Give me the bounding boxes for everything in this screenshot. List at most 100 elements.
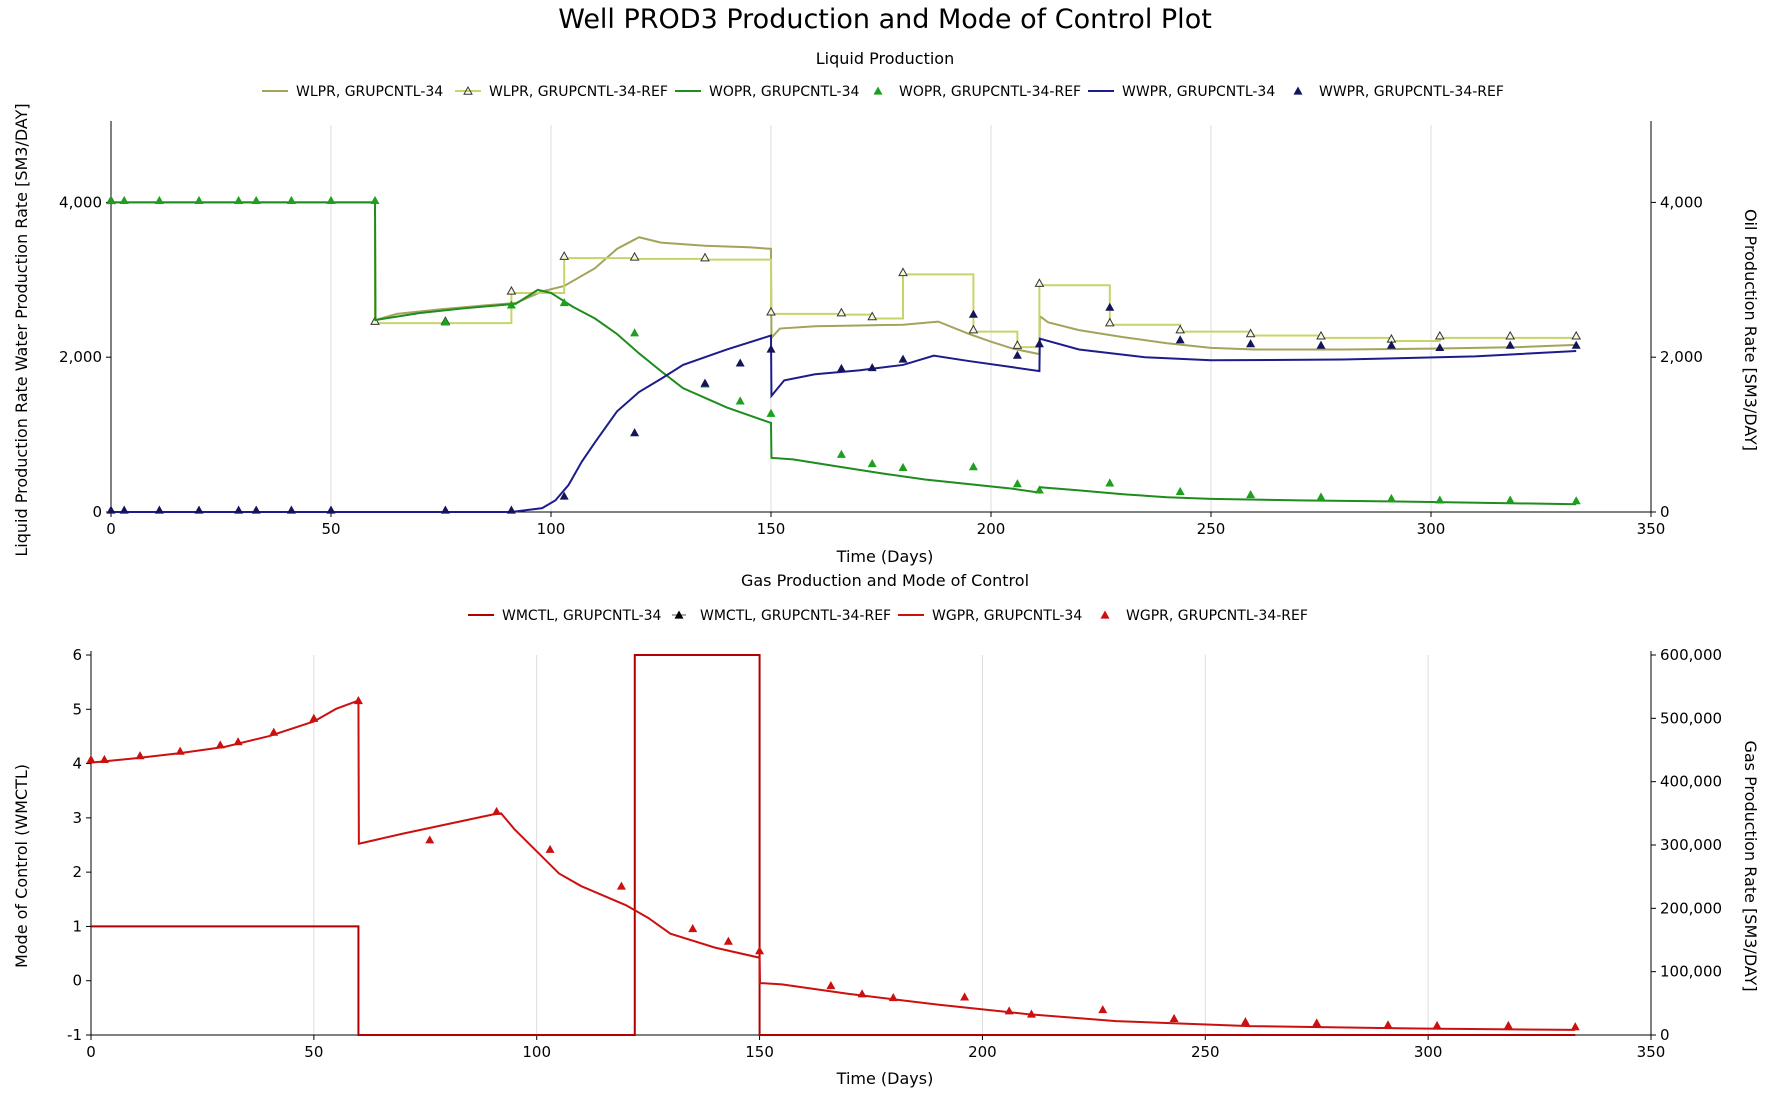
series-marker: [233, 737, 243, 746]
series-marker: [440, 317, 450, 326]
series-marker: [630, 428, 640, 437]
figure-title: Well PROD3 Production and Mode of Contro…: [558, 4, 1212, 35]
y2-tick-label: 0: [1660, 1026, 1670, 1044]
legend-label: WGPR, GRUPCNTL-34: [932, 608, 1082, 624]
series-marker: [1104, 317, 1115, 327]
series-marker: [135, 751, 145, 760]
y-tick-label: 0: [72, 972, 82, 990]
series-marker: [1012, 350, 1022, 359]
series-marker: [492, 806, 502, 815]
series-marker: [1026, 1009, 1036, 1018]
series-marker: [1098, 1005, 1108, 1014]
series-marker: [616, 881, 626, 890]
panel-title-gas: Gas Production and Mode of Control: [741, 571, 1029, 590]
series-marker: [867, 459, 877, 468]
series-marker: [1034, 278, 1045, 287]
series-marker: [1505, 495, 1515, 504]
series-marker: [559, 491, 569, 500]
series-marker: [251, 505, 261, 514]
series-marker: [99, 754, 109, 763]
legend-entry: WLPR, GRUPCNTL-34-REF: [455, 84, 668, 100]
series-marker: [1434, 330, 1445, 340]
series-marker: [960, 992, 970, 1001]
legend-label: WOPR, GRUPCNTL-34-REF: [899, 84, 1081, 100]
series-marker: [898, 462, 908, 472]
series-marker: [106, 505, 116, 514]
series-marker: [353, 696, 363, 705]
series-marker: [1169, 1013, 1179, 1023]
series-line: [90, 699, 1576, 1031]
legend-label: WMCTL, GRUPCNTL-34-REF: [700, 608, 891, 624]
series-marker: [766, 306, 776, 316]
legend-label: WGPR, GRUPCNTL-34-REF: [1126, 608, 1308, 624]
series-marker: [1383, 1020, 1393, 1029]
series-marker: [545, 844, 555, 853]
y2-axis-label-gas: Gas Production Rate [SM3/DAY]: [1741, 740, 1760, 991]
series-marker: [1386, 493, 1396, 502]
y2-axis-label-liquid: Oil Production Rate [SM3/DAY]: [1741, 209, 1760, 451]
series-marker: [1316, 340, 1326, 349]
series-marker: [968, 324, 979, 334]
series-marker: [559, 251, 570, 260]
series-marker: [968, 309, 978, 318]
series-marker: [1175, 335, 1185, 344]
series-marker: [1312, 1018, 1322, 1027]
series-marker: [857, 989, 867, 998]
series-marker: [836, 449, 846, 458]
series-marker: [175, 746, 185, 755]
y-axis-label-liquid: Liquid Production Rate Water Production …: [12, 103, 31, 556]
x-tick-label: 50: [321, 520, 340, 538]
series-marker: [119, 505, 129, 514]
x-axis-label-gas: Time (Days): [836, 1069, 934, 1088]
series-marker: [1240, 1017, 1250, 1026]
panel-title-liquid: Liquid Production: [816, 49, 954, 68]
series-marker: [968, 462, 978, 471]
legend-entry: WGPR, GRUPCNTL-34: [898, 608, 1082, 624]
series-marker: [1246, 339, 1256, 348]
x-tick-label: 350: [1637, 1043, 1666, 1061]
series-line: [111, 334, 1577, 513]
series-marker: [723, 936, 733, 945]
y-tick-label: 4: [72, 755, 82, 773]
legend-label: WOPR, GRUPCNTL-34: [709, 84, 860, 100]
x-tick-label: 200: [968, 1043, 997, 1061]
series-marker: [506, 505, 516, 514]
x-tick-label: 200: [977, 520, 1006, 538]
series-marker: [1503, 1020, 1513, 1029]
legend-entry: WMCTL, GRUPCNTL-34: [468, 608, 662, 624]
series-marker: [326, 195, 336, 204]
series-marker: [370, 195, 380, 204]
y2-tick-label: 200,000: [1660, 899, 1722, 917]
series-marker: [1316, 330, 1326, 340]
gas-mode-panel: Gas Production and Mode of Control Time …: [12, 571, 1760, 1088]
series-marker: [630, 328, 640, 337]
y2-tick-label: 400,000: [1660, 773, 1722, 791]
series-marker: [1571, 496, 1581, 505]
series-line: [111, 201, 1577, 506]
series-marker: [1012, 479, 1022, 488]
x-tick-label: 150: [757, 520, 786, 538]
series-marker: [251, 195, 261, 204]
series-marker: [888, 993, 898, 1002]
y-tick-label: 3: [72, 809, 82, 827]
x-tick-label: 350: [1637, 520, 1666, 538]
x-tick-label: 250: [1191, 1043, 1220, 1061]
x-tick-label: 0: [106, 520, 116, 538]
series-marker: [735, 396, 745, 405]
legend-marker-swatch: [674, 610, 684, 619]
x-axis-label-liquid: Time (Days): [836, 547, 934, 566]
x-tick-label: 0: [86, 1043, 96, 1061]
series-marker: [506, 300, 516, 309]
series-marker: [1571, 340, 1581, 349]
series-marker: [506, 285, 517, 295]
series-marker: [309, 713, 319, 722]
series-marker: [898, 267, 908, 277]
series-marker: [867, 311, 878, 321]
y2-tick-label: 2,000: [1660, 348, 1703, 366]
legend-label: WMCTL, GRUPCNTL-34: [502, 608, 662, 624]
series-marker: [1175, 486, 1185, 496]
series-marker: [1435, 342, 1445, 352]
y2-tick-label: 100,000: [1660, 963, 1722, 981]
legend-label: WWPR, GRUPCNTL-34: [1122, 84, 1275, 100]
